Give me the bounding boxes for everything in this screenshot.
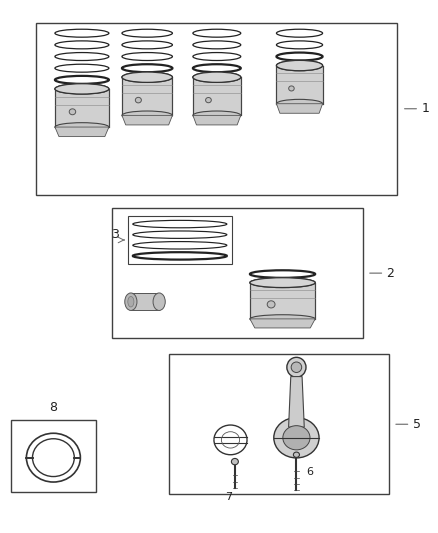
Polygon shape [193, 115, 241, 125]
Ellipse shape [69, 109, 76, 115]
Ellipse shape [291, 362, 302, 373]
Ellipse shape [293, 452, 300, 457]
Bar [131, 293, 159, 310]
Ellipse shape [55, 123, 109, 132]
Ellipse shape [276, 99, 322, 108]
Polygon shape [276, 66, 322, 104]
Ellipse shape [122, 72, 173, 83]
Polygon shape [55, 89, 109, 127]
Text: 8: 8 [49, 401, 57, 414]
Ellipse shape [122, 111, 173, 120]
Ellipse shape [55, 84, 109, 94]
Polygon shape [276, 104, 322, 114]
Polygon shape [122, 77, 173, 115]
Ellipse shape [287, 357, 306, 377]
Polygon shape [122, 115, 173, 125]
Bar [113, 208, 363, 338]
Polygon shape [193, 77, 241, 115]
Text: 2: 2 [387, 266, 395, 280]
Bar [127, 216, 232, 264]
Ellipse shape [193, 72, 241, 83]
Ellipse shape [250, 278, 315, 287]
Ellipse shape [274, 418, 319, 458]
Polygon shape [250, 319, 315, 328]
Text: 3: 3 [111, 228, 119, 241]
Ellipse shape [135, 98, 141, 103]
Ellipse shape [250, 314, 315, 323]
Ellipse shape [128, 296, 134, 307]
Ellipse shape [193, 72, 241, 83]
Ellipse shape [193, 111, 241, 120]
Ellipse shape [250, 278, 315, 287]
Ellipse shape [283, 426, 310, 450]
Bar [169, 354, 389, 495]
Ellipse shape [267, 301, 275, 308]
Bar [11, 420, 96, 492]
Text: 5: 5 [413, 418, 420, 431]
Polygon shape [289, 377, 304, 427]
Ellipse shape [153, 293, 165, 310]
Ellipse shape [55, 84, 109, 94]
Text: 6: 6 [306, 467, 313, 477]
Text: 7: 7 [225, 492, 232, 502]
Ellipse shape [125, 293, 137, 310]
Ellipse shape [231, 458, 238, 465]
Polygon shape [55, 127, 109, 136]
Ellipse shape [122, 72, 173, 83]
Bar [36, 22, 397, 195]
Text: 1: 1 [421, 102, 429, 115]
Polygon shape [250, 282, 315, 319]
Ellipse shape [276, 60, 322, 71]
Ellipse shape [276, 60, 322, 71]
Ellipse shape [205, 98, 211, 103]
Ellipse shape [289, 86, 294, 91]
